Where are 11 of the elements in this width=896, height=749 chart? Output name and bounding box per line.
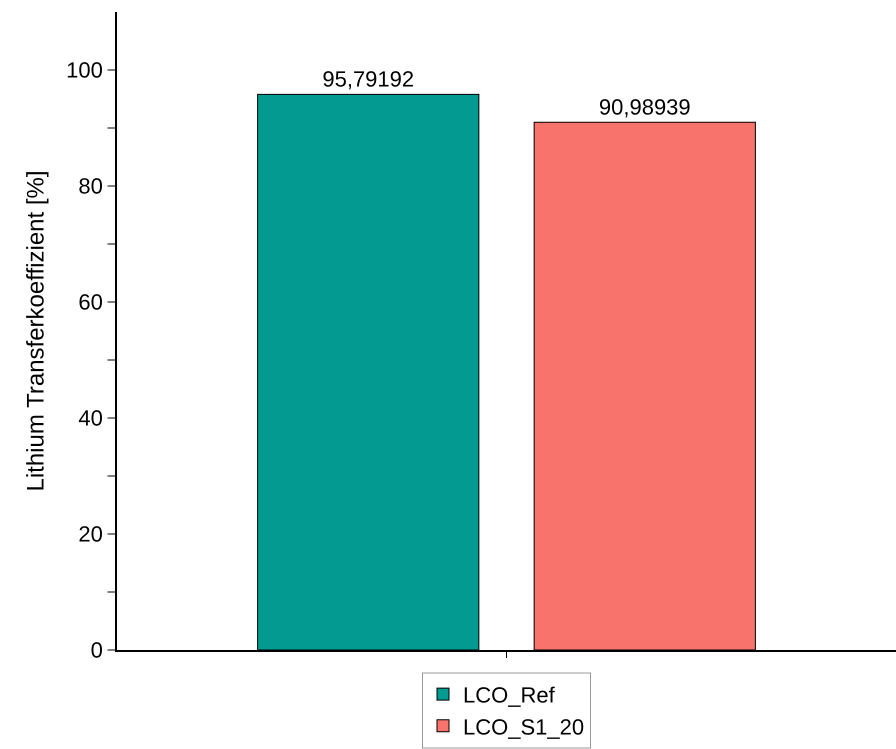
data-label: 90,98939: [598, 94, 691, 120]
y-tick-label: 20: [78, 522, 103, 547]
y-tick-label: 40: [78, 406, 103, 431]
y-axis-title: Lithium Transferkoeffizient [%]: [22, 170, 50, 492]
legend-label: LCO_Ref: [463, 682, 556, 708]
y-tick-label: 60: [78, 290, 103, 315]
y-tick-label: 80: [78, 174, 103, 199]
legend-label: LCO_S1_20: [463, 714, 584, 740]
data-label: 95,79192: [322, 66, 414, 92]
y-tick-label: 0: [90, 638, 103, 663]
y-tick-label: 100: [66, 58, 103, 83]
